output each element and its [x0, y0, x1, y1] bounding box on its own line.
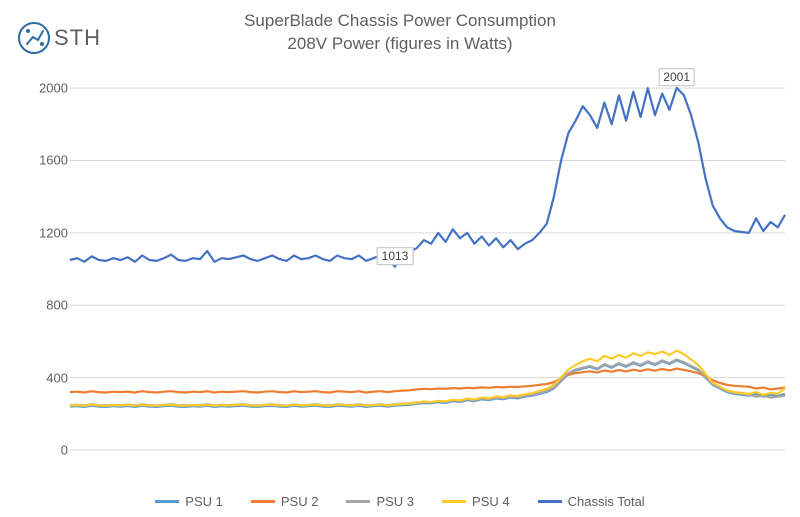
chart-title: SuperBlade Chassis Power Consumption 208… [0, 0, 800, 56]
y-tick-label: 0 [28, 443, 68, 458]
legend-label: PSU 1 [185, 494, 223, 509]
legend-label: PSU 2 [281, 494, 319, 509]
title-line2: 208V Power (figures in Watts) [0, 33, 800, 56]
series-psu1 [70, 360, 785, 407]
legend-item-total: Chassis Total [538, 494, 645, 509]
logo: STH [18, 22, 101, 54]
title-line1: SuperBlade Chassis Power Consumption [0, 10, 800, 33]
chart-svg [70, 70, 785, 450]
logo-text: STH [54, 25, 101, 51]
chart-plot-area: 1013 2001 [70, 70, 785, 450]
series-total [70, 88, 785, 267]
legend-swatch [442, 500, 466, 503]
y-tick-label: 1600 [28, 153, 68, 168]
y-tick-label: 2000 [28, 81, 68, 96]
legend-swatch [346, 500, 370, 503]
legend-item-psu4: PSU 4 [442, 494, 510, 509]
y-tick-label: 800 [28, 298, 68, 313]
y-tick-label: 1200 [28, 225, 68, 240]
series-psu3 [70, 360, 785, 406]
legend-item-psu2: PSU 2 [251, 494, 319, 509]
y-axis-labels: 0400800120016002000 [28, 70, 68, 450]
legend-swatch [251, 500, 275, 503]
legend-item-psu3: PSU 3 [346, 494, 414, 509]
legend-item-psu1: PSU 1 [155, 494, 223, 509]
legend-label: PSU 4 [472, 494, 510, 509]
legend: PSU 1 PSU 2 PSU 3 PSU 4 Chassis Total [0, 494, 800, 509]
data-label: 2001 [658, 68, 695, 86]
legend-swatch [538, 500, 562, 503]
y-tick-label: 400 [28, 370, 68, 385]
legend-label: PSU 3 [376, 494, 414, 509]
legend-label: Chassis Total [568, 494, 645, 509]
data-label: 1013 [377, 247, 414, 265]
series-psu2 [70, 369, 785, 393]
sth-logo-icon [18, 22, 50, 54]
legend-swatch [155, 500, 179, 503]
